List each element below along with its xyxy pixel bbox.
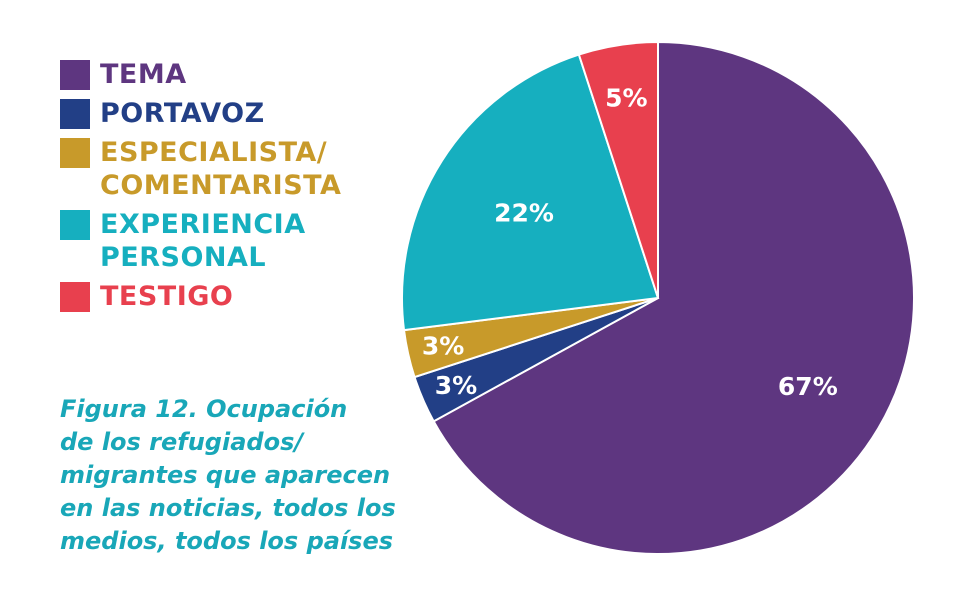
legend-item-testigo: TESTIGO <box>60 280 341 313</box>
legend-swatch <box>60 99 90 129</box>
legend-swatch <box>60 60 90 90</box>
chart-legend: TEMA PORTAVOZ ESPECIALISTA/ COMENTARISTA… <box>60 58 341 319</box>
legend-label: EXPERIENCIA PERSONAL <box>100 209 306 273</box>
legend-swatch <box>60 210 90 240</box>
legend-swatch <box>60 282 90 312</box>
legend-item-experiencia: EXPERIENCIA PERSONAL <box>60 208 341 274</box>
legend-item-tema: TEMA <box>60 58 341 91</box>
legend-swatch <box>60 138 90 168</box>
legend-label: ESPECIALISTA/ COMENTARISTA <box>100 137 342 201</box>
pie-data-label: 3% <box>435 371 477 400</box>
pie-slice-experiencia-personal <box>401 53 660 332</box>
legend-item-portavoz: PORTAVOZ <box>60 97 341 130</box>
pie-slice-testigo <box>577 40 659 299</box>
legend-label: TESTIGO <box>100 281 234 312</box>
legend-label: TEMA <box>100 59 187 90</box>
pie-data-label: 67% <box>778 372 838 401</box>
pie-data-label: 5% <box>605 84 647 113</box>
figure-caption: Figura 12. Ocupación de los refugiados/ … <box>60 395 396 555</box>
legend-item-especialista: ESPECIALISTA/ COMENTARISTA <box>60 136 341 202</box>
pie-slice-tema <box>432 40 915 555</box>
pie-data-label: 3% <box>422 332 464 361</box>
legend-label: PORTAVOZ <box>100 98 265 129</box>
pie-data-label: 22% <box>494 198 554 227</box>
